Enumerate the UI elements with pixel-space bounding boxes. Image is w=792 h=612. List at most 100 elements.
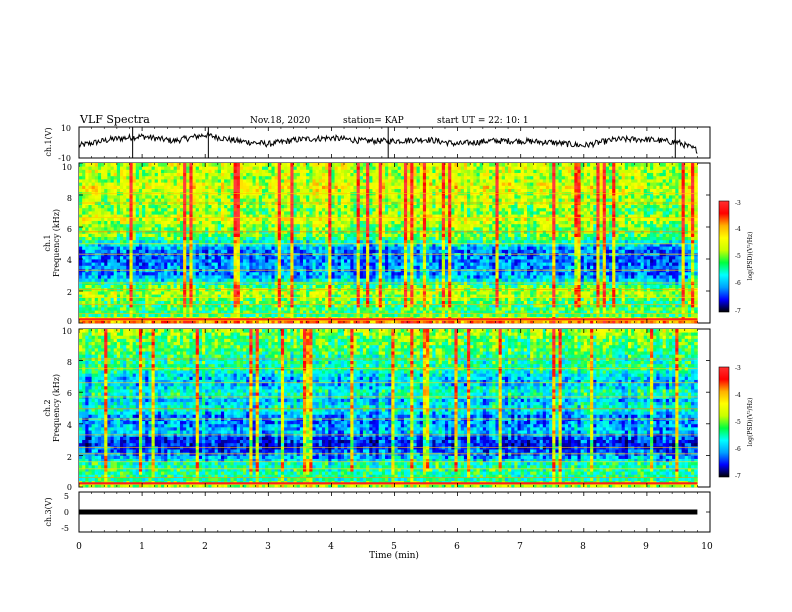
spectrogram-cell [120, 259, 124, 263]
spectrogram-cell [309, 214, 313, 218]
spectrogram-cell [243, 179, 247, 183]
spectrogram-cell [359, 246, 364, 250]
spectrogram-cell [145, 198, 149, 202]
spectrogram-cell [104, 255, 108, 260]
spectrogram-cell [179, 236, 184, 241]
spectrogram-cell [198, 303, 203, 308]
spectrogram-cell [123, 259, 127, 263]
spectrogram-cell [306, 169, 310, 173]
spectrogram-cell [214, 275, 219, 279]
spectrogram-cell [252, 297, 257, 301]
spectrogram-cell [138, 246, 143, 250]
spectrogram-cell [303, 310, 307, 314]
spectrogram-cell [315, 172, 320, 177]
spectrogram-cell [82, 239, 86, 244]
spectrogram-cell [347, 204, 351, 209]
spectrogram-cell [126, 214, 130, 218]
spectrogram-cell [375, 166, 380, 170]
spectrogram-cell [284, 243, 288, 247]
spectrogram-cell [233, 239, 238, 244]
spectrogram-cell [265, 300, 269, 305]
spectrogram-cell [243, 172, 247, 177]
spectrogram-cell [344, 291, 348, 295]
spectrogram-cell [104, 198, 108, 202]
spectrogram-cell [186, 284, 190, 289]
spectrogram-cell [192, 185, 197, 189]
spectrogram-cell [164, 166, 168, 170]
spectrogram-cell [331, 243, 335, 247]
spectrogram-cell [183, 297, 187, 301]
spectrogram-cell [135, 236, 140, 241]
spectrogram-cell [255, 211, 260, 215]
spectrogram-cell [148, 307, 152, 311]
spectrogram-cell [107, 294, 111, 298]
spectrogram-cell [268, 195, 272, 199]
spectrogram-cell [217, 204, 222, 209]
spectrogram-cell [334, 220, 339, 225]
spectrogram-cell [293, 239, 298, 244]
spectrogram-cell [299, 223, 304, 228]
spectrogram-cell [366, 233, 370, 237]
spectrogram-cell [138, 310, 143, 314]
spectrogram-cell [277, 233, 282, 237]
spectrogram-cell [91, 163, 96, 167]
spectrogram-cell [110, 217, 115, 221]
spectrogram-cell [82, 172, 86, 177]
spectrogram-cell [176, 220, 181, 225]
spectrogram-cell [381, 303, 386, 308]
spectrogram-cell [110, 278, 115, 282]
spectrogram-cell [236, 259, 241, 263]
spectrogram-cell [173, 249, 178, 253]
spectrogram-cell [135, 204, 140, 209]
spectrogram-cell [142, 262, 146, 266]
spectrogram-cell [157, 265, 162, 269]
spectrogram-cell [274, 198, 279, 202]
spectrogram-cell [157, 243, 162, 247]
spectrogram-cell [385, 259, 389, 263]
spectrogram-cell [261, 166, 266, 170]
spectrogram-cell [265, 294, 269, 298]
spectrogram-cell [94, 284, 99, 289]
spectrogram-cell [170, 297, 175, 301]
spectrogram-cell [189, 294, 193, 298]
spectrogram-cell [154, 217, 159, 221]
spectrogram-cell [189, 211, 193, 215]
spectrogram-cell [79, 185, 83, 189]
spectrogram-cell [192, 297, 197, 301]
spectrogram-cell [220, 307, 225, 311]
spectrogram-cell [167, 179, 171, 183]
spectrogram-cell [325, 236, 329, 241]
spectrogram-cell [309, 211, 313, 215]
spectrogram-cell [277, 265, 282, 269]
spectrogram-cell [167, 265, 171, 269]
spectrogram-cell [161, 303, 165, 308]
spectrogram-cell [255, 239, 260, 244]
spectrogram-cell [151, 255, 156, 260]
spectrogram-cell [249, 275, 253, 279]
spectrogram-cell [243, 198, 247, 202]
spectrogram-cell [82, 249, 86, 253]
spectrogram-cell [353, 297, 358, 301]
spectrogram-cell [359, 185, 364, 189]
spectrogram-cell [236, 243, 241, 247]
spectrogram-cell [148, 243, 152, 247]
spectrogram-cell [217, 166, 222, 170]
spectrogram-cell [325, 227, 329, 231]
spectrogram-cell [252, 262, 257, 266]
spectrogram-cell [211, 207, 216, 212]
spectrogram-cell [132, 204, 137, 209]
spectrogram-cell [135, 217, 140, 221]
spectrogram-cell [353, 211, 358, 215]
spectrogram-cell [303, 246, 307, 250]
spectrogram-cell [243, 271, 247, 276]
spectrogram-cell [325, 313, 329, 317]
spectrogram-cell [290, 169, 294, 173]
spectrogram-cell [321, 300, 326, 305]
spectrogram-cell [378, 249, 383, 253]
spectrogram-cell [189, 284, 193, 289]
ch1-wave-ytick-top: 10 [61, 124, 71, 133]
spectrogram-cell [239, 259, 244, 263]
spectrogram-cell [321, 259, 326, 263]
spectrogram-cell [142, 284, 146, 289]
spectrogram-cell [104, 220, 108, 225]
